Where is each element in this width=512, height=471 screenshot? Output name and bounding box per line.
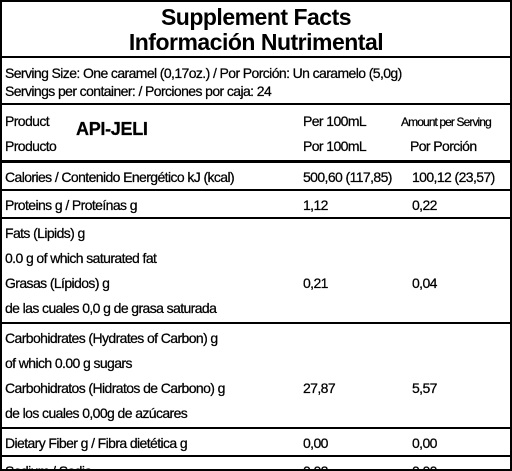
row-label: of which 0.00 g sugars [5, 355, 133, 371]
row-label: Carbohidrates (Hydrates of Carbon) g [5, 330, 218, 346]
row-label: Sodium / Sodio [5, 463, 92, 471]
row-label: de los cuales 0,00g de azúcares [5, 405, 188, 421]
row-label: Calories / Contenido Energético kJ (kcal… [5, 169, 235, 185]
value-per-100ml: 500,60 (117,85) [303, 169, 393, 185]
value-per-serving: 0,00 [412, 435, 438, 451]
divider [2, 217, 510, 219]
row-label: Fats (Lipids) g [5, 225, 86, 241]
divider [2, 160, 510, 163]
divider [2, 322, 510, 324]
divider [2, 189, 510, 191]
product-label: Product [5, 113, 50, 129]
divider [2, 103, 510, 105]
divider [2, 427, 510, 429]
row-label: Carbohidratos (Hidratos de Carbono) g [5, 380, 226, 396]
title: Supplement Facts [160, 4, 352, 30]
value-per-100ml: 27,87 [303, 380, 336, 396]
row-label: Grasas (Lípidos) g [5, 275, 110, 291]
servings-per-container: Servings per container: / Porciones por … [5, 83, 272, 99]
row-label: de las cuales 0,0 g de grasa saturada [5, 300, 217, 316]
value-per-100ml: 0,02 [303, 463, 329, 471]
subtitle: Información Nutrimental [128, 29, 384, 55]
product-name: API-JELI [76, 119, 148, 139]
value-per-serving: 100,12 (23,57) [412, 169, 496, 185]
value-per-serving: 5,57 [412, 380, 438, 396]
value-per-serving: 0,04 [412, 275, 438, 291]
column-header: Por Porción [410, 138, 477, 154]
value-per-100ml: 1,12 [303, 197, 329, 213]
row-label: Proteins g / Proteínas g [5, 197, 138, 213]
value-per-serving: 0,22 [412, 197, 438, 213]
column-header: Por 100mL [303, 138, 367, 154]
row-label: Dietary Fiber g / Fibra dietética g [5, 435, 188, 451]
value-per-100ml: 0,21 [303, 275, 329, 291]
divider [2, 455, 510, 457]
value-per-serving: 0,00 [412, 463, 438, 471]
divider [2, 56, 510, 58]
serving-size: Serving Size: One caramel (0,17oz.) / Po… [5, 65, 403, 81]
column-header: Per 100mL [303, 113, 367, 129]
value-per-100ml: 0,00 [303, 435, 329, 451]
column-header: Amount per Serving [401, 115, 492, 129]
product-label: Producto [5, 138, 57, 154]
row-label: 0.0 g of which saturated fat [5, 250, 157, 266]
